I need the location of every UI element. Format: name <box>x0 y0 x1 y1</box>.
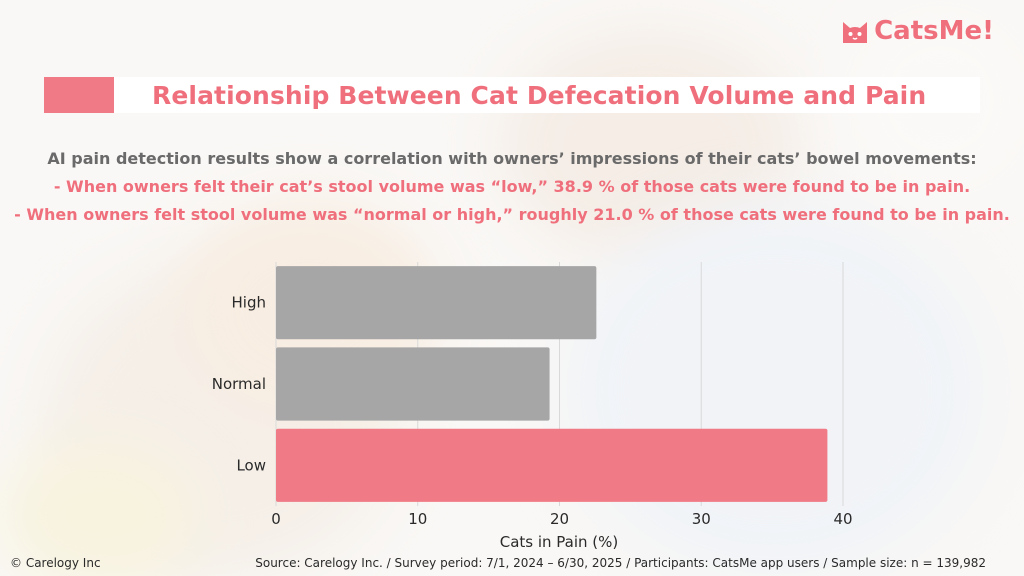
logo-text: CatsMe! <box>874 16 994 46</box>
title-band: Relationship Between Cat Defecation Volu… <box>44 77 980 113</box>
page-title: Relationship Between Cat Defecation Volu… <box>152 80 927 110</box>
x-tick-label: 40 <box>833 510 852 528</box>
brand-logo: CatsMe! <box>840 16 994 46</box>
bar-normal <box>276 347 550 421</box>
description: AI pain detection results show a correla… <box>0 145 1024 229</box>
bar-low <box>276 428 828 502</box>
bar-high <box>276 266 597 340</box>
title-accent-bar <box>44 77 114 113</box>
category-label: High <box>232 294 266 312</box>
category-label: Low <box>236 456 266 474</box>
cat-face-icon <box>843 22 868 43</box>
description-line: - When owners felt their cat’s stool vol… <box>53 177 971 196</box>
x-tick-label: 30 <box>692 510 711 528</box>
description-line: - When owners felt stool volume was “nor… <box>14 205 1010 224</box>
x-axis-title: Cats in Pain (%) <box>500 533 619 551</box>
x-tick-label: 0 <box>271 510 281 528</box>
copyright: © Carelogy Inc <box>10 556 101 570</box>
description-line: AI pain detection results show a correla… <box>47 149 977 168</box>
source-note: Source: Carelogy Inc. / Survey period: 7… <box>255 556 986 570</box>
x-tick-label: 20 <box>550 510 569 528</box>
category-label: Normal <box>212 375 266 393</box>
x-tick-label: 10 <box>408 510 427 528</box>
